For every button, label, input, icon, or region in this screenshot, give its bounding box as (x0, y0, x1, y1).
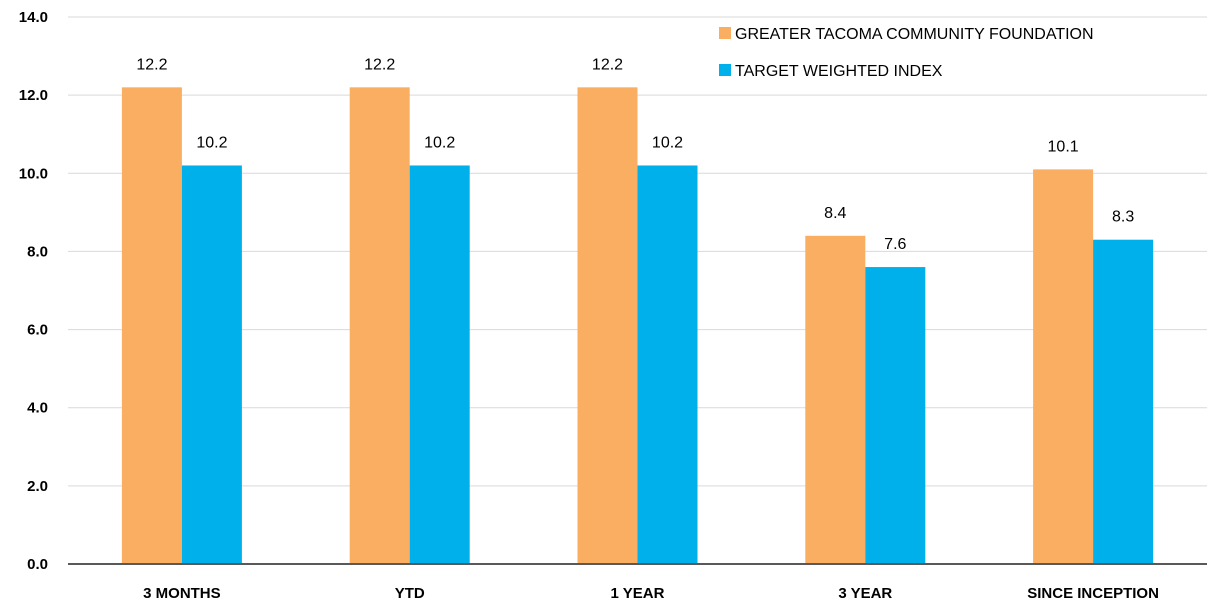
x-category-label: 3 MONTHS (143, 585, 221, 602)
x-category-label: YTD (395, 585, 425, 602)
y-axis-ticks: 0.0 2.0 4.0 6.0 8.0 10.0 12.0 14.0 (19, 9, 48, 573)
legend: GREATER TACOMA COMMUNITY FOUNDATION TARGE… (719, 26, 1094, 80)
bar-index (865, 267, 925, 564)
data-label: 10.1 (1048, 138, 1079, 155)
x-category-label: 3 YEAR (838, 585, 892, 602)
data-label: 12.2 (364, 56, 395, 73)
y-tick-label: 12.0 (19, 87, 48, 104)
data-label: 8.3 (1112, 209, 1134, 226)
bar-foundation (350, 87, 410, 564)
x-axis-categories: 3 MONTHS YTD 1 YEAR 3 YEAR SINCE INCEPTION (143, 585, 1159, 602)
data-label: 7.6 (884, 236, 906, 253)
legend-label: GREATER TACOMA COMMUNITY FOUNDATION (735, 26, 1094, 43)
y-tick-label: 10.0 (19, 165, 48, 182)
data-label: 12.2 (592, 56, 623, 73)
bar-index (182, 165, 242, 564)
y-tick-label: 4.0 (27, 400, 48, 417)
bars (122, 87, 1153, 564)
data-label: 10.2 (424, 134, 455, 151)
y-tick-label: 0.0 (27, 556, 48, 573)
legend-swatch (719, 64, 731, 76)
bar-foundation (805, 236, 865, 564)
bar-foundation (578, 87, 638, 564)
data-label: 10.2 (652, 134, 683, 151)
data-label: 8.4 (824, 205, 846, 222)
bar-index (638, 165, 698, 564)
bar-foundation (1033, 169, 1093, 564)
x-category-label: SINCE INCEPTION (1027, 585, 1159, 602)
y-tick-label: 6.0 (27, 322, 48, 339)
bar-foundation (122, 87, 182, 564)
y-tick-label: 8.0 (27, 243, 48, 260)
bar-index (410, 165, 470, 564)
data-label: 10.2 (196, 134, 227, 151)
y-tick-label: 2.0 (27, 478, 48, 495)
legend-label: TARGET WEIGHTED INDEX (735, 63, 943, 80)
data-label: 12.2 (136, 56, 167, 73)
legend-swatch (719, 27, 731, 39)
bar-index (1093, 240, 1153, 564)
x-category-label: 1 YEAR (611, 585, 665, 602)
y-tick-label: 14.0 (19, 9, 48, 26)
